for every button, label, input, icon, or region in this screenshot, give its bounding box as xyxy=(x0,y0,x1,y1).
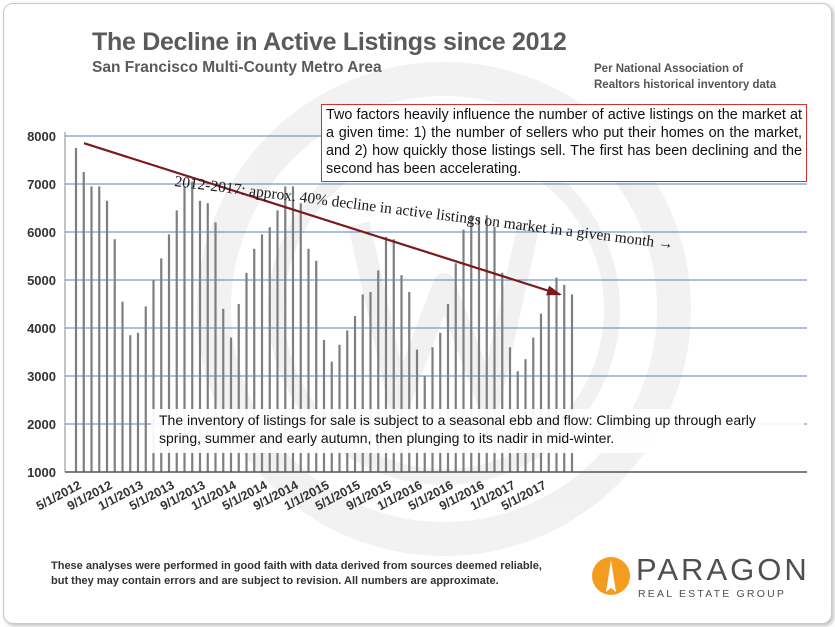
bar-7/1/2013 xyxy=(183,186,186,472)
source-note: Per National Association of Realtors his… xyxy=(594,61,814,93)
bar-3/1/2014 xyxy=(245,272,248,472)
bar-7/1/2012 xyxy=(90,186,93,472)
bar-4/1/2016 xyxy=(439,332,442,472)
chart-frame: 1000 2000 3000 4000 5000 6000 7000 8000 5/1/201… xyxy=(3,3,832,624)
bar-9/1/2016 xyxy=(477,217,481,472)
bar-5/1/2014 xyxy=(260,234,264,472)
chart-canvas: 1000 2000 3000 4000 5000 6000 7000 8000 5/1/201… xyxy=(27,62,807,556)
bar-11/1/2014 xyxy=(307,248,310,472)
paragon-logo-icon xyxy=(592,557,630,595)
bar-5/1/2013 xyxy=(167,234,171,472)
source-line-1: Per National Association of xyxy=(594,63,744,75)
bar-12/1/2014 xyxy=(315,260,318,472)
bar-8/1/2013 xyxy=(191,181,194,472)
disclaimer-line-2: but they may contain errors and are subj… xyxy=(51,575,499,587)
bar-1/1/2013 xyxy=(136,332,140,472)
bar-4/1/2013 xyxy=(160,258,163,472)
bar-6/1/2012 xyxy=(82,172,85,472)
bar-2/1/2013 xyxy=(144,306,147,472)
bar-9/1/2017 xyxy=(570,294,574,472)
bar-9/1/2012 xyxy=(105,200,109,473)
bar-7/1/2014 xyxy=(276,210,279,472)
y-tick-label: 3000 xyxy=(27,369,56,384)
source-line-2: Realtors historical inventory data xyxy=(594,79,777,91)
y-tick-label: 5000 xyxy=(27,273,56,288)
bar-9/1/2015 xyxy=(384,236,388,472)
logo-name: PARAGON xyxy=(636,552,810,587)
bar-8/1/2014 xyxy=(284,186,287,472)
factors-annotation-box: Two factors heavily influence the number… xyxy=(321,104,807,182)
bar-12/1/2015 xyxy=(408,292,411,472)
bar-10/1/2016 xyxy=(485,215,488,472)
bar-5/1/2016 xyxy=(446,304,450,472)
disclaimer: These analyses were performed in good fa… xyxy=(51,559,571,589)
bar-3/1/2013 xyxy=(152,280,155,472)
paragon-logo: PARAGON REAL ESTATE GROUP xyxy=(590,552,830,602)
bar-4/1/2014 xyxy=(253,248,256,472)
y-tick-label: 6000 xyxy=(27,225,56,240)
bar-7/1/2015 xyxy=(369,292,372,472)
bar-11/1/2012 xyxy=(121,301,124,472)
y-tick-label: 7000 xyxy=(27,177,56,192)
bar-2/1/2014 xyxy=(237,304,240,472)
bar-10/1/2013 xyxy=(206,203,209,472)
bar-11/1/2013 xyxy=(214,222,217,472)
bar-10/1/2012 xyxy=(113,239,116,472)
bar-10/1/2015 xyxy=(392,239,395,472)
trend-arrow xyxy=(83,142,562,296)
seasonal-annotation-box: The inventory of listings for sale is su… xyxy=(151,409,804,453)
bar-8/1/2017 xyxy=(563,284,566,472)
bar-1/1/2015 xyxy=(322,340,326,472)
bar-12/1/2016 xyxy=(501,272,504,472)
bar-3/1/2015 xyxy=(338,344,341,472)
bar-5/1/2012 xyxy=(74,148,78,472)
bar-9/1/2013 xyxy=(198,200,202,473)
y-axis: 1000 2000 3000 4000 5000 6000 7000 8000 xyxy=(27,129,56,480)
trend-line xyxy=(83,142,561,296)
bar-6/1/2015 xyxy=(361,294,364,472)
chart-title: The Decline in Active Listings since 201… xyxy=(92,28,567,56)
bar-5/1/2017 xyxy=(539,313,543,472)
bar-8/1/2015 xyxy=(377,270,380,472)
bar-10/1/2014 xyxy=(299,203,302,472)
bar-11/1/2016 xyxy=(493,227,496,472)
y-tick-label: 4000 xyxy=(27,321,56,336)
bar-6/1/2013 xyxy=(175,210,178,472)
bar-8/1/2016 xyxy=(470,215,473,472)
trend-arrowhead xyxy=(546,285,562,296)
bar-5/1/2015 xyxy=(353,316,357,472)
x-axis: 5/1/20129/1/20121/1/20135/1/20139/1/2013… xyxy=(34,478,549,513)
bar-11/1/2015 xyxy=(400,275,403,472)
bar-7/1/2016 xyxy=(462,229,465,472)
chart-subtitle: San Francisco Multi-County Metro Area xyxy=(92,59,382,76)
y-tick-label: 1000 xyxy=(27,465,56,480)
bar-6/1/2014 xyxy=(268,227,271,472)
bar-4/1/2017 xyxy=(532,337,535,472)
bar-9/1/2014 xyxy=(291,186,295,472)
bar-6/1/2016 xyxy=(454,263,457,472)
bar-1/1/2014 xyxy=(229,337,233,472)
disclaimer-line-1: These analyses were performed in good fa… xyxy=(51,560,542,572)
bar-12/1/2012 xyxy=(129,335,132,472)
bar-7/1/2017 xyxy=(555,277,558,472)
y-tick-label: 2000 xyxy=(27,417,56,432)
bar-12/1/2013 xyxy=(222,308,225,472)
y-tick-label: 8000 xyxy=(27,129,56,144)
bar-8/1/2012 xyxy=(98,186,101,472)
bar-6/1/2017 xyxy=(547,292,550,472)
logo-subtitle: REAL ESTATE GROUP xyxy=(638,588,787,600)
bar-4/1/2015 xyxy=(346,330,349,472)
